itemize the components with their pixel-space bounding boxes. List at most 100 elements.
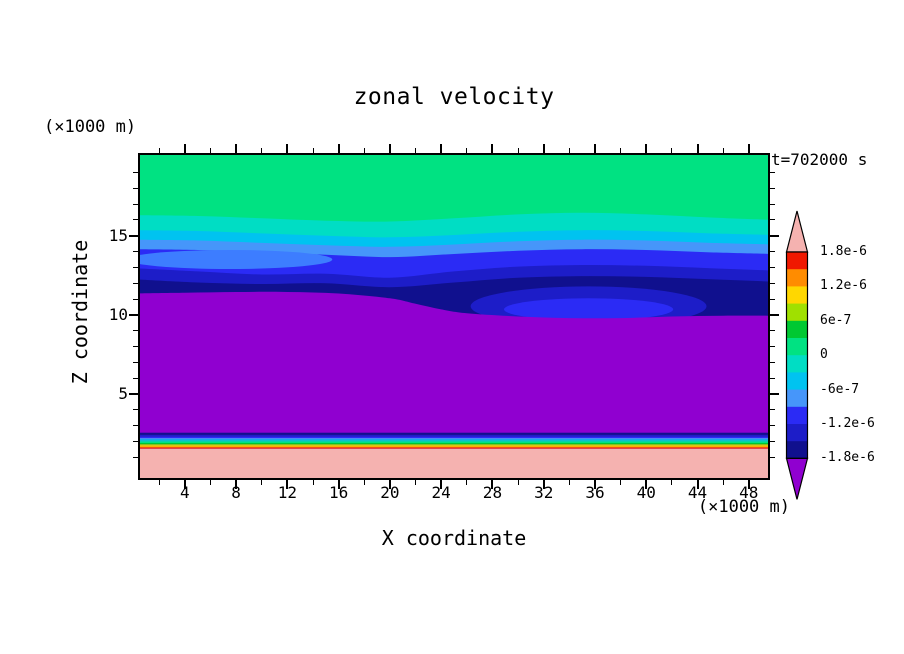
contour-region-surface-ltblue	[140, 438, 768, 440]
tick-mark	[620, 148, 622, 153]
colorbar-label: -1.8e-6	[820, 450, 875, 466]
colorbar-band	[786, 252, 808, 270]
tick-mark	[440, 144, 443, 153]
tick-mark	[568, 148, 570, 153]
contour-region-surface-green	[140, 443, 768, 445]
contour-region-surface-navy	[140, 434, 768, 437]
tick-mark	[770, 203, 775, 205]
tick-mark	[770, 346, 775, 348]
tick-mark	[133, 425, 138, 427]
tick-mark	[133, 282, 138, 284]
chart-title: zonal velocity	[353, 84, 555, 110]
tick-mark	[770, 456, 775, 458]
x-tick-label: 44	[687, 483, 708, 502]
tick-mark	[620, 480, 622, 485]
tick-mark	[770, 361, 775, 363]
colorbar-label: 6e-7	[820, 312, 852, 328]
tick-mark	[671, 480, 673, 485]
contour-region-left-lens	[140, 250, 333, 269]
colorbar-band	[786, 424, 808, 442]
x-tick-label: 48	[739, 483, 759, 502]
colorbar-band	[786, 372, 808, 391]
tick-mark	[133, 361, 138, 363]
x-tick-label: 4	[180, 483, 190, 502]
colorbar-label: 1.8e-6	[820, 244, 867, 259]
colorbar-label: -1.2e-6	[820, 416, 875, 431]
x-tick-label: 8	[231, 483, 241, 502]
tick-mark	[770, 251, 775, 253]
tick-mark	[388, 480, 391, 489]
tick-mark	[568, 480, 570, 485]
tick-mark	[286, 480, 289, 489]
tick-mark	[133, 377, 138, 379]
tick-mark	[133, 441, 138, 443]
tick-mark	[312, 480, 314, 485]
contour-region-surface-blue	[140, 436, 768, 439]
tick-mark	[209, 148, 211, 153]
tick-mark	[312, 148, 314, 153]
tick-mark	[337, 480, 340, 489]
plot-frame	[138, 153, 770, 480]
tick-mark	[133, 456, 138, 458]
contour-region-right-cell-core	[503, 298, 674, 321]
tick-mark	[542, 480, 545, 489]
tick-mark	[466, 148, 468, 153]
y-axis-unit: (×1000 m)	[44, 117, 137, 137]
contour-region-surface-cyan	[140, 439, 768, 441]
colorbar-band	[786, 389, 808, 408]
x-tick-label: 40	[636, 483, 656, 502]
contour-region-surface-springgreen	[140, 441, 768, 444]
colorbar-label: 1.2e-6	[820, 278, 867, 294]
tick-mark	[133, 298, 138, 300]
tick-mark	[133, 203, 138, 205]
tick-mark	[722, 480, 724, 485]
tick-mark	[770, 266, 775, 268]
tick-mark	[133, 171, 138, 173]
colorbar-band	[786, 286, 808, 305]
colorbar-band	[786, 338, 808, 356]
contour-region-surface-yellow	[140, 445, 768, 447]
tick-mark	[770, 234, 779, 237]
x-tick-label: 32	[534, 483, 554, 502]
tick-mark	[491, 144, 494, 153]
x-tick-label: 12	[277, 483, 298, 502]
tick-mark	[415, 480, 417, 485]
colorbar-band	[786, 269, 808, 287]
x-tick-label: 16	[329, 483, 349, 502]
tick-mark	[415, 148, 417, 153]
tick-mark	[770, 187, 775, 189]
tick-mark	[722, 148, 724, 153]
tick-mark	[770, 330, 775, 332]
tick-mark	[770, 409, 775, 411]
tick-mark	[133, 409, 138, 411]
contour-region-band-above-1.8e-6	[140, 448, 768, 478]
contour-region-surface-turquoise	[140, 440, 768, 442]
tick-mark	[235, 480, 238, 489]
tick-mark	[158, 480, 160, 485]
colorbar-label: 0	[820, 347, 828, 363]
timestamp-label: t=702000 s	[771, 150, 868, 169]
contour-region-surface-orange	[140, 446, 768, 448]
tick-mark	[770, 298, 775, 300]
tick-mark	[286, 144, 289, 153]
tick-mark	[129, 234, 138, 237]
tick-mark	[337, 144, 340, 153]
tick-mark	[133, 330, 138, 332]
tick-mark	[770, 313, 779, 316]
tick-mark	[261, 480, 263, 485]
tick-mark	[491, 480, 494, 489]
tick-mark	[593, 480, 596, 489]
tick-mark	[747, 480, 750, 489]
x-tick-label: 24	[431, 483, 451, 502]
x-axis-label: X coordinate	[381, 526, 527, 550]
y-tick-label: 15	[108, 225, 128, 245]
tick-mark	[261, 148, 263, 153]
colorbar-band	[786, 320, 808, 339]
x-tick-label: 36	[585, 483, 605, 502]
colorbar-label: -6e-7	[820, 381, 860, 397]
tick-mark	[133, 266, 138, 268]
tick-mark	[747, 144, 750, 153]
tick-mark	[363, 148, 365, 153]
x-tick-label: 28	[482, 483, 503, 502]
tick-mark	[209, 480, 211, 485]
